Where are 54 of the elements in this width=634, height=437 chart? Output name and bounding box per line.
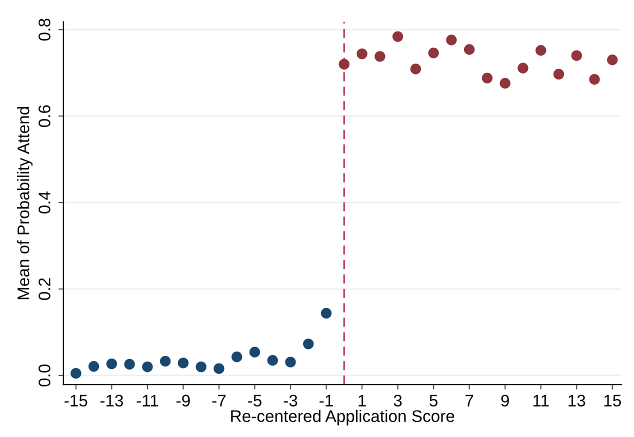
x-tick-label: 3 bbox=[394, 394, 402, 407]
point bbox=[589, 74, 600, 85]
point bbox=[285, 356, 296, 368]
y-tick-label: 0.8 bbox=[38, 18, 50, 41]
point bbox=[553, 68, 564, 80]
x-tick-label: -3 bbox=[284, 394, 298, 407]
point bbox=[446, 34, 457, 46]
x-tick-label: -9 bbox=[176, 394, 190, 407]
point bbox=[142, 361, 153, 372]
point bbox=[70, 368, 82, 379]
x-tick-label: 5 bbox=[430, 394, 438, 407]
point bbox=[338, 58, 350, 70]
x-tick-label: 9 bbox=[501, 394, 509, 407]
point bbox=[571, 50, 582, 61]
y-tick-label: 0.6 bbox=[38, 105, 50, 128]
point bbox=[267, 354, 278, 366]
point bbox=[196, 361, 206, 372]
point bbox=[160, 356, 171, 367]
point bbox=[607, 54, 618, 66]
x-tick-label: 13 bbox=[568, 394, 586, 407]
point bbox=[374, 51, 386, 62]
point bbox=[320, 308, 332, 319]
x-tick-label: -11 bbox=[136, 394, 158, 406]
x-tick-label: -15 bbox=[64, 394, 88, 407]
point bbox=[214, 363, 224, 374]
point bbox=[124, 358, 135, 370]
x-tick-label: -7 bbox=[212, 394, 226, 406]
point bbox=[249, 346, 260, 358]
point bbox=[500, 78, 510, 89]
y-tick-label: 0.0 bbox=[38, 364, 50, 386]
y-axis-title: Mean of Probability Attend bbox=[17, 106, 33, 300]
x-tick-label: -13 bbox=[100, 394, 123, 407]
point bbox=[518, 62, 528, 74]
x-tick-label: 7 bbox=[466, 394, 474, 406]
point bbox=[482, 72, 493, 84]
x-tick-label: 1 bbox=[358, 394, 366, 406]
x-tick-label: -1 bbox=[320, 394, 333, 406]
point bbox=[464, 44, 475, 55]
point bbox=[428, 48, 439, 58]
y-tick-label: 0.4 bbox=[38, 191, 50, 214]
x-tick-label: 11 bbox=[533, 394, 549, 406]
point bbox=[410, 64, 422, 74]
point bbox=[88, 361, 100, 372]
point bbox=[106, 358, 118, 370]
point bbox=[303, 338, 314, 350]
point bbox=[178, 358, 189, 368]
x-tick-label: -5 bbox=[248, 394, 262, 407]
x-tick-label: 15 bbox=[604, 394, 621, 407]
x-axis-title: Re-centered Application Score bbox=[231, 410, 454, 426]
point bbox=[232, 352, 242, 362]
point bbox=[356, 48, 368, 60]
point bbox=[536, 45, 546, 56]
y-tick-label: 0.2 bbox=[38, 278, 50, 300]
point bbox=[392, 31, 404, 42]
